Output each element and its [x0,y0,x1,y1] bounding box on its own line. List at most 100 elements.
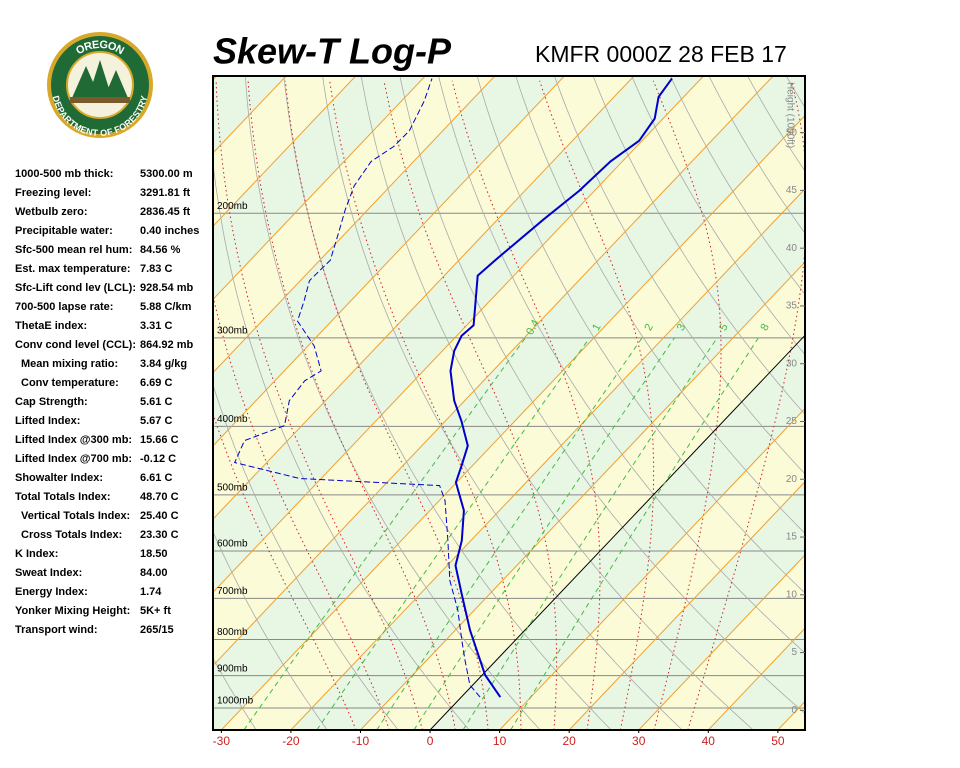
plot-frame [212,75,806,731]
dry-adiabat [825,76,960,730]
stat-label: Showalter Index: [15,472,104,484]
sounding-line [233,78,481,698]
y-tick-label: 1000mb [217,696,254,707]
stat-value: 5.61 C [140,396,173,408]
y2-tick-label: 5 [791,647,797,658]
x-tick-label: 20 [562,734,576,748]
stat-value: 5.67 C [140,415,173,427]
isotherm [213,76,774,667]
dry-adiabat [631,76,805,356]
stat-row: ThetaE index: 3.31 C [15,320,199,339]
dry-adiabat [670,76,805,295]
stat-value: 3.84 g/kg [140,358,188,370]
stat-label: Wetbulb zero: [15,206,88,218]
stat-label: Est. max temperature: [15,263,131,275]
isotherm [847,76,960,730]
y-tick-label: 700mb [217,586,248,597]
dry-adiabat [213,159,470,730]
x-tick-label: -20 [282,734,300,748]
stat-label: Conv temperature: [21,377,119,389]
stat-row: Est. max temperature: 7.83 C [15,263,199,282]
dry-adiabat [438,76,805,654]
stat-value: 18.50 [140,548,168,560]
stat-row: Freezing level: 3291.81 ft [15,187,199,206]
stats-panel: 1000-500 mb thick: 5300.00 m Freezing leve… [15,168,199,643]
stat-row: Sfc-Lift cond lev (LCL): 928.54 mb [15,282,199,301]
isotherm [429,334,805,730]
y2-tick-label: 30 [786,358,798,369]
stat-value: 25.40 C [140,510,179,522]
mixing-ratio-line [316,337,591,730]
y2-tick-label: 0 [791,705,797,716]
y-tick-label: 200mb [217,201,248,212]
stat-row: Sfc-500 mean rel hum: 84.56 % [15,244,199,263]
y-tick-label: 900mb [217,663,248,674]
y-tick-label: 800mb [217,627,248,638]
x-tick-label: 0 [427,734,434,748]
dry-adiabat [213,383,399,730]
stat-value: 23.30 C [140,529,179,541]
temperature-band [708,628,805,730]
y2-tick-label: 50 [786,127,798,138]
dry-adiabat [322,76,683,730]
moist-adiabat [284,80,489,730]
dry-adiabat [399,76,805,715]
stat-label: Lifted Index @700 mb: [15,453,133,465]
stat-row: Cap Strength: 5.61 C [15,396,199,415]
stat-label: ThetaE index: [15,320,88,332]
y2-tick-label: 35 [786,301,798,312]
stat-label: Lifted Index @300 mb: [15,434,133,446]
x-tick-label: 40 [702,734,716,748]
moist-adiabat [652,80,722,730]
isotherm [290,188,805,730]
dry-adiabat [785,76,805,109]
x-tick-label: -30 [213,734,231,748]
stat-label: Mean mixing ratio: [21,358,119,370]
isotherm [638,554,805,730]
stat-row: Showalter Index: 6.61 C [15,472,199,491]
stat-row: Conv temperature: 6.69 C [15,377,199,396]
stat-value: 5K+ ft [140,605,171,617]
x-tick-label: 30 [632,734,646,748]
isotherm [568,481,805,730]
stat-row: Precipitable water: 0.40 inches [15,225,199,244]
stat-label: 1000-500 mb thick: [15,168,114,180]
stat-row: Total Totals Index: 48.70 C [15,491,199,510]
moist-adiabat [687,80,805,730]
temperature-band [213,76,805,730]
isotherm [360,261,805,730]
plot-area [213,76,960,730]
chart-title: Skew-T Log-P [213,31,452,72]
mixing-ratio-label: 2 [642,322,655,333]
y2-tick-label: 45 [786,185,798,196]
stat-label: 700-500 lapse rate: [15,301,114,313]
dry-adiabat [476,76,805,594]
stat-label: K Index: [15,548,59,560]
stat-row: Cross Totals Index: 23.30 C [15,529,199,548]
isotherm [213,76,635,520]
stat-value: 15.66 C [140,434,179,446]
stat-row: Transport wind: 265/15 [15,624,199,643]
mixing-ratio-line [510,337,759,730]
mixing-ratio-label: 1 [590,322,603,333]
dry-adiabat [864,76,960,730]
axes: 0.4 1 2 3 5 8200mb300mb400mb500mb600mb700mb80… [213,82,805,748]
stat-label: Total Totals Index: [15,491,111,503]
stat-label: Freezing level: [15,187,92,199]
stat-label: Transport wind: [15,624,98,636]
stat-row: Vertical Totals Index: 25.40 C [15,510,199,529]
stat-value: 864.92 mb [140,339,194,351]
temperature-band [213,76,426,300]
stat-value: 6.69 C [140,377,173,389]
stat-row: Wetbulb zero: 2836.45 ft [15,206,199,225]
stat-row: Energy Index: 1.74 [15,586,199,605]
stat-value: 84.00 [140,567,168,579]
stat-row: Sweat Index: 84.00 [15,567,199,586]
moist-adiabat [539,80,655,730]
stat-row: Lifted Index: 5.67 C [15,415,199,434]
dry-adiabat [360,76,754,730]
x-tick-label: 10 [493,734,507,748]
isotherm [220,114,805,730]
stat-value: 7.83 C [140,263,173,275]
mixing-ratio-label: 3 [675,322,688,333]
